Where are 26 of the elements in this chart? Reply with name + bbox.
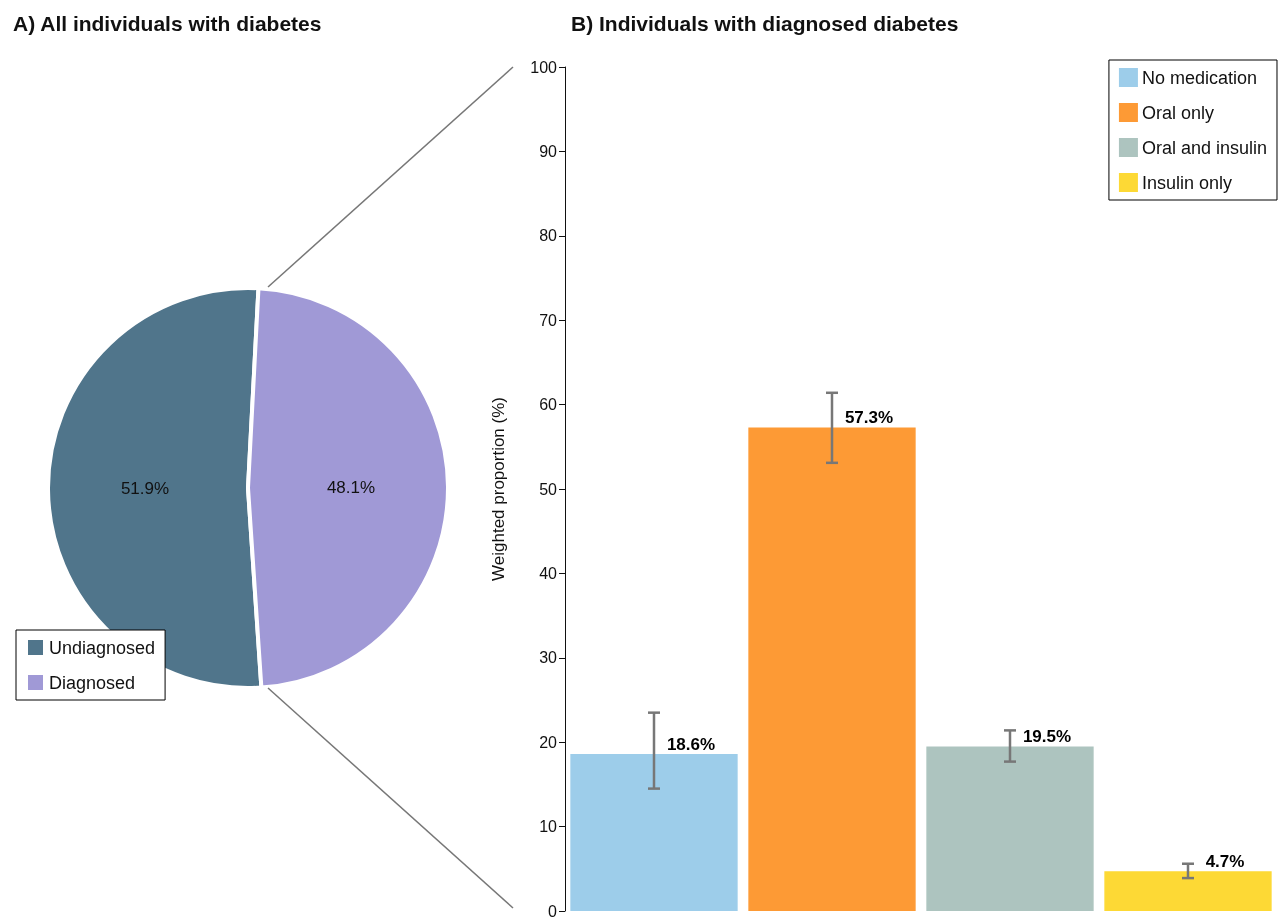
legend-label: Undiagnosed — [49, 637, 156, 658]
legend-label: Insulin only — [1141, 172, 1232, 193]
y-tick-label: 20 — [539, 733, 558, 751]
y-tick-label: 40 — [539, 564, 558, 582]
data-label: 51.9% — [120, 479, 170, 499]
y-tick-label: 50 — [539, 480, 558, 498]
data-label: 48.1% — [326, 477, 376, 497]
y-tick-label: 100 — [530, 58, 558, 76]
data-label: 57.3% — [844, 408, 894, 428]
y-tick-label: 90 — [539, 142, 558, 160]
chart-title: B) Individuals with diagnosed diabetes — [571, 12, 959, 35]
data-label: 19.5% — [1022, 727, 1072, 747]
y-tick-label: 70 — [539, 311, 558, 329]
legend-label: Diagnosed — [49, 672, 136, 693]
y-tick-label: 30 — [539, 649, 558, 667]
data-label: 18.6% — [666, 735, 716, 755]
legend-label: Oral and insulin — [1141, 137, 1268, 158]
y-tick-label: 60 — [539, 396, 558, 414]
y-tick-label: 0 — [548, 902, 558, 920]
y-tick-label: 10 — [539, 818, 558, 836]
legend-label: No medication — [1141, 67, 1257, 88]
y-axis-title: Weighted proportion (%) — [489, 397, 508, 581]
legend-label: Oral only — [1141, 102, 1214, 123]
chart-title: A) All individuals with diabetes — [13, 12, 322, 35]
data-label: 4.7% — [1205, 852, 1245, 872]
y-tick-label: 80 — [539, 227, 558, 245]
